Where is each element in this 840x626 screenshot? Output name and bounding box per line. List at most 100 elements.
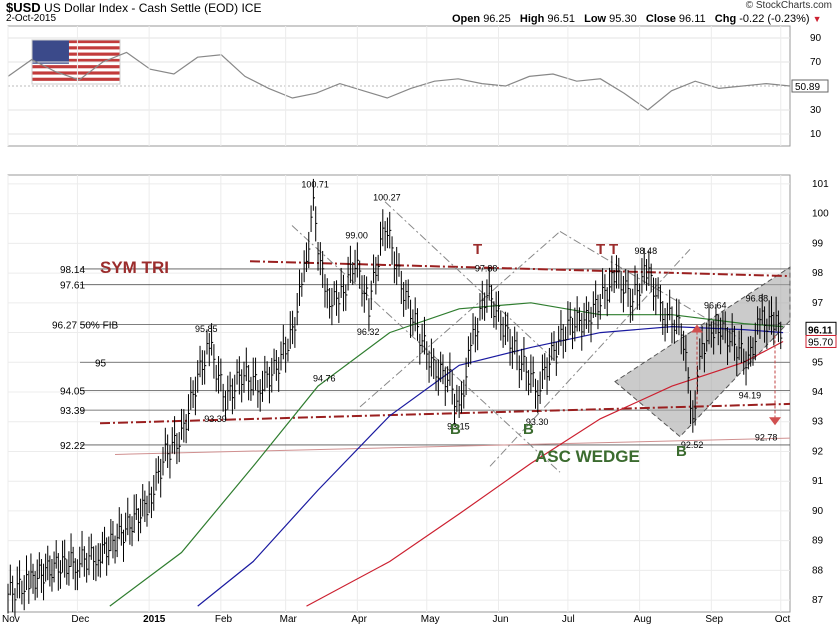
price-annotation: 100.71 — [301, 180, 329, 190]
price-tick-label: 92 — [812, 446, 824, 457]
rsi-tick-label: 90 — [810, 33, 822, 44]
flag-stripe — [32, 40, 120, 44]
symbol: $USD — [6, 0, 41, 15]
rsi-tick-label: 70 — [810, 57, 822, 68]
open-label: Open — [452, 13, 481, 25]
price-annotation: 98.48 — [635, 246, 658, 256]
pattern-label: B — [676, 443, 687, 460]
price-annotation: 93.39 — [204, 414, 227, 424]
flag-stripe — [32, 52, 120, 56]
chg-down-arrow-icon: ▼ — [812, 14, 822, 24]
level-label: 97.61 — [60, 281, 85, 292]
price-annotation: 95.85 — [195, 324, 218, 334]
price-annotation: 92.78 — [755, 432, 778, 442]
sym-tri-upper-line — [249, 260, 791, 278]
price-annotation: 92.52 — [681, 440, 704, 450]
pattern-label: B — [523, 421, 534, 438]
price-tick-label: 101 — [812, 179, 829, 190]
dash-dot-trendline — [559, 231, 741, 339]
chg-value: -0.22 (-0.23%) — [739, 13, 810, 25]
chg-label: Chg — [714, 13, 737, 25]
level-label: 95 — [95, 358, 107, 369]
chart-title: $USD US Dollar Index - Cash Settle (EOD)… — [6, 0, 261, 15]
price-tick-label: 91 — [812, 476, 824, 487]
x-tick-label: Jul — [562, 614, 575, 625]
x-tick-label: Jun — [492, 614, 508, 625]
level-label: 92.22 — [60, 441, 85, 452]
x-tick-label: Sep — [705, 614, 723, 625]
price-tick-label: 93 — [812, 417, 824, 428]
price-annotation: 96.32 — [357, 327, 380, 337]
x-tick-label: Dec — [71, 614, 89, 625]
low-value: 95.30 — [609, 13, 637, 25]
price-tick-label: 97 — [812, 298, 824, 309]
dash-dot-trendline — [489, 248, 691, 467]
x-tick-label: Apr — [351, 614, 367, 625]
chart-date: 2-Oct-2015 — [6, 13, 57, 24]
flag-stripe — [32, 65, 120, 69]
price-tick-label: 89 — [812, 536, 824, 547]
price-annotation: 94.76 — [313, 373, 336, 383]
x-tick-label: Mar — [280, 614, 298, 625]
level-label: 93.39 — [60, 406, 85, 417]
ma-blue-line — [197, 325, 784, 607]
price-tick-label: 90 — [812, 506, 824, 517]
low-label: Low — [584, 13, 607, 25]
level-label: 96.27 50% FIB — [52, 321, 118, 332]
price-tick-label: 95 — [812, 357, 824, 368]
exchange: ICE — [241, 1, 262, 15]
dash-dot-trendline — [359, 231, 561, 408]
price-annotation: 96.64 — [704, 301, 727, 311]
pattern-label: ASC WEDGE — [535, 447, 640, 466]
x-tick-label: May — [421, 614, 440, 625]
ma-green-line — [109, 302, 784, 607]
price-annotation: 99.00 — [345, 230, 368, 240]
high-label: High — [519, 13, 545, 25]
ma-red-line — [306, 340, 784, 607]
x-tick-label: 2015 — [143, 614, 166, 625]
ohlc-readout: Open 96.25 High 96.51 Low 95.30 Close 96… — [452, 13, 822, 25]
brand-label: © StockCharts.com — [745, 0, 832, 11]
pattern-label: SYM TRI — [100, 258, 169, 277]
flag-stripe — [32, 46, 120, 50]
rsi-panel-frame — [7, 25, 791, 147]
price-tick-label: 98 — [812, 268, 824, 279]
target-arrow-down-icon — [769, 417, 781, 426]
close-value: 96.11 — [678, 13, 706, 25]
support-line — [114, 437, 791, 455]
high-value: 96.51 — [547, 13, 575, 25]
price-annotation: 100.27 — [373, 193, 401, 203]
pattern-label: T — [473, 241, 482, 258]
x-tick-label: Nov — [2, 614, 20, 625]
secondary-price-value: 95.70 — [808, 337, 833, 348]
price-tick-label: 100 — [812, 209, 829, 220]
flag-canton — [32, 40, 69, 64]
rsi-tick-label: 30 — [810, 105, 822, 116]
price-annotation: 96.88 — [746, 293, 769, 303]
flag-stripe — [32, 58, 120, 62]
dash-dot-trendline — [384, 201, 561, 366]
price-tick-label: 99 — [812, 238, 824, 249]
pattern-label: T — [596, 241, 605, 258]
open-value: 96.25 — [483, 13, 511, 25]
level-label: 98.14 — [60, 265, 85, 276]
price-annotation: 93.15 — [447, 421, 470, 431]
price-annotation: 93.30 — [526, 417, 549, 427]
x-tick-label: Feb — [215, 614, 233, 625]
secondary-price-tag — [805, 334, 837, 348]
close-price-value: 96.11 — [808, 325, 833, 336]
target-arrow-up-icon — [691, 324, 703, 333]
price-tick-label: 87 — [812, 595, 824, 606]
pattern-label: T — [609, 241, 618, 258]
price-annotation: 97.88 — [475, 264, 498, 274]
index-name: US Dollar Index - Cash Settle (EOD) — [44, 1, 239, 15]
price-tick-label: 88 — [812, 565, 824, 576]
price-tick-label: 94 — [812, 387, 824, 398]
flag-stripe — [32, 71, 120, 75]
rsi-line — [7, 51, 791, 111]
pattern-label: B — [450, 421, 461, 438]
rsi-value-tag — [791, 79, 829, 93]
rsi-tick-label: 10 — [810, 129, 822, 140]
price-annotation: 94.19 — [739, 390, 762, 400]
